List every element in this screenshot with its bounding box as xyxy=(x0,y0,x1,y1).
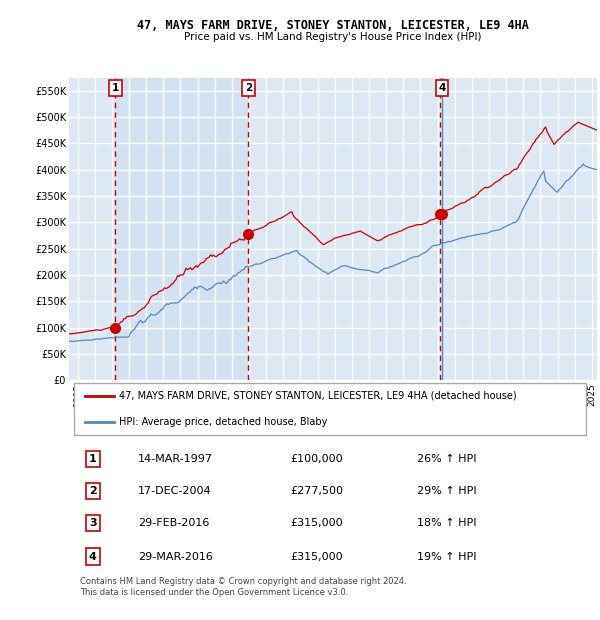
Text: 17-DEC-2004: 17-DEC-2004 xyxy=(137,486,211,497)
Text: 4: 4 xyxy=(89,552,97,562)
Text: 19% ↑ HPI: 19% ↑ HPI xyxy=(418,552,477,562)
Text: 29% ↑ HPI: 29% ↑ HPI xyxy=(418,486,477,497)
Bar xyxy=(115,78,248,381)
Text: 47, MAYS FARM DRIVE, STONEY STANTON, LEICESTER, LE9 4HA: 47, MAYS FARM DRIVE, STONEY STANTON, LEI… xyxy=(137,19,529,32)
Text: 29-MAR-2016: 29-MAR-2016 xyxy=(137,552,212,562)
Text: £277,500: £277,500 xyxy=(291,486,344,497)
Text: 2: 2 xyxy=(89,486,97,497)
Text: HPI: Average price, detached house, Blaby: HPI: Average price, detached house, Blab… xyxy=(119,417,328,427)
Text: 47, MAYS FARM DRIVE, STONEY STANTON, LEICESTER, LE9 4HA (detached house): 47, MAYS FARM DRIVE, STONEY STANTON, LEI… xyxy=(119,391,517,401)
Text: 26% ↑ HPI: 26% ↑ HPI xyxy=(418,454,477,464)
Text: 4: 4 xyxy=(438,83,446,93)
Text: 29-FEB-2016: 29-FEB-2016 xyxy=(137,518,209,528)
Text: £315,000: £315,000 xyxy=(291,552,343,562)
Text: Price paid vs. HM Land Registry's House Price Index (HPI): Price paid vs. HM Land Registry's House … xyxy=(184,32,482,42)
Text: £100,000: £100,000 xyxy=(291,454,343,464)
Text: 1: 1 xyxy=(112,83,119,93)
Text: £315,000: £315,000 xyxy=(291,518,343,528)
Text: Contains HM Land Registry data © Crown copyright and database right 2024.
This d: Contains HM Land Registry data © Crown c… xyxy=(80,577,406,598)
Text: 18% ↑ HPI: 18% ↑ HPI xyxy=(418,518,477,528)
Text: 14-MAR-1997: 14-MAR-1997 xyxy=(137,454,212,464)
Text: 3: 3 xyxy=(89,518,97,528)
Text: 2: 2 xyxy=(245,83,252,93)
FancyBboxPatch shape xyxy=(74,383,586,435)
Text: 1: 1 xyxy=(89,454,97,464)
